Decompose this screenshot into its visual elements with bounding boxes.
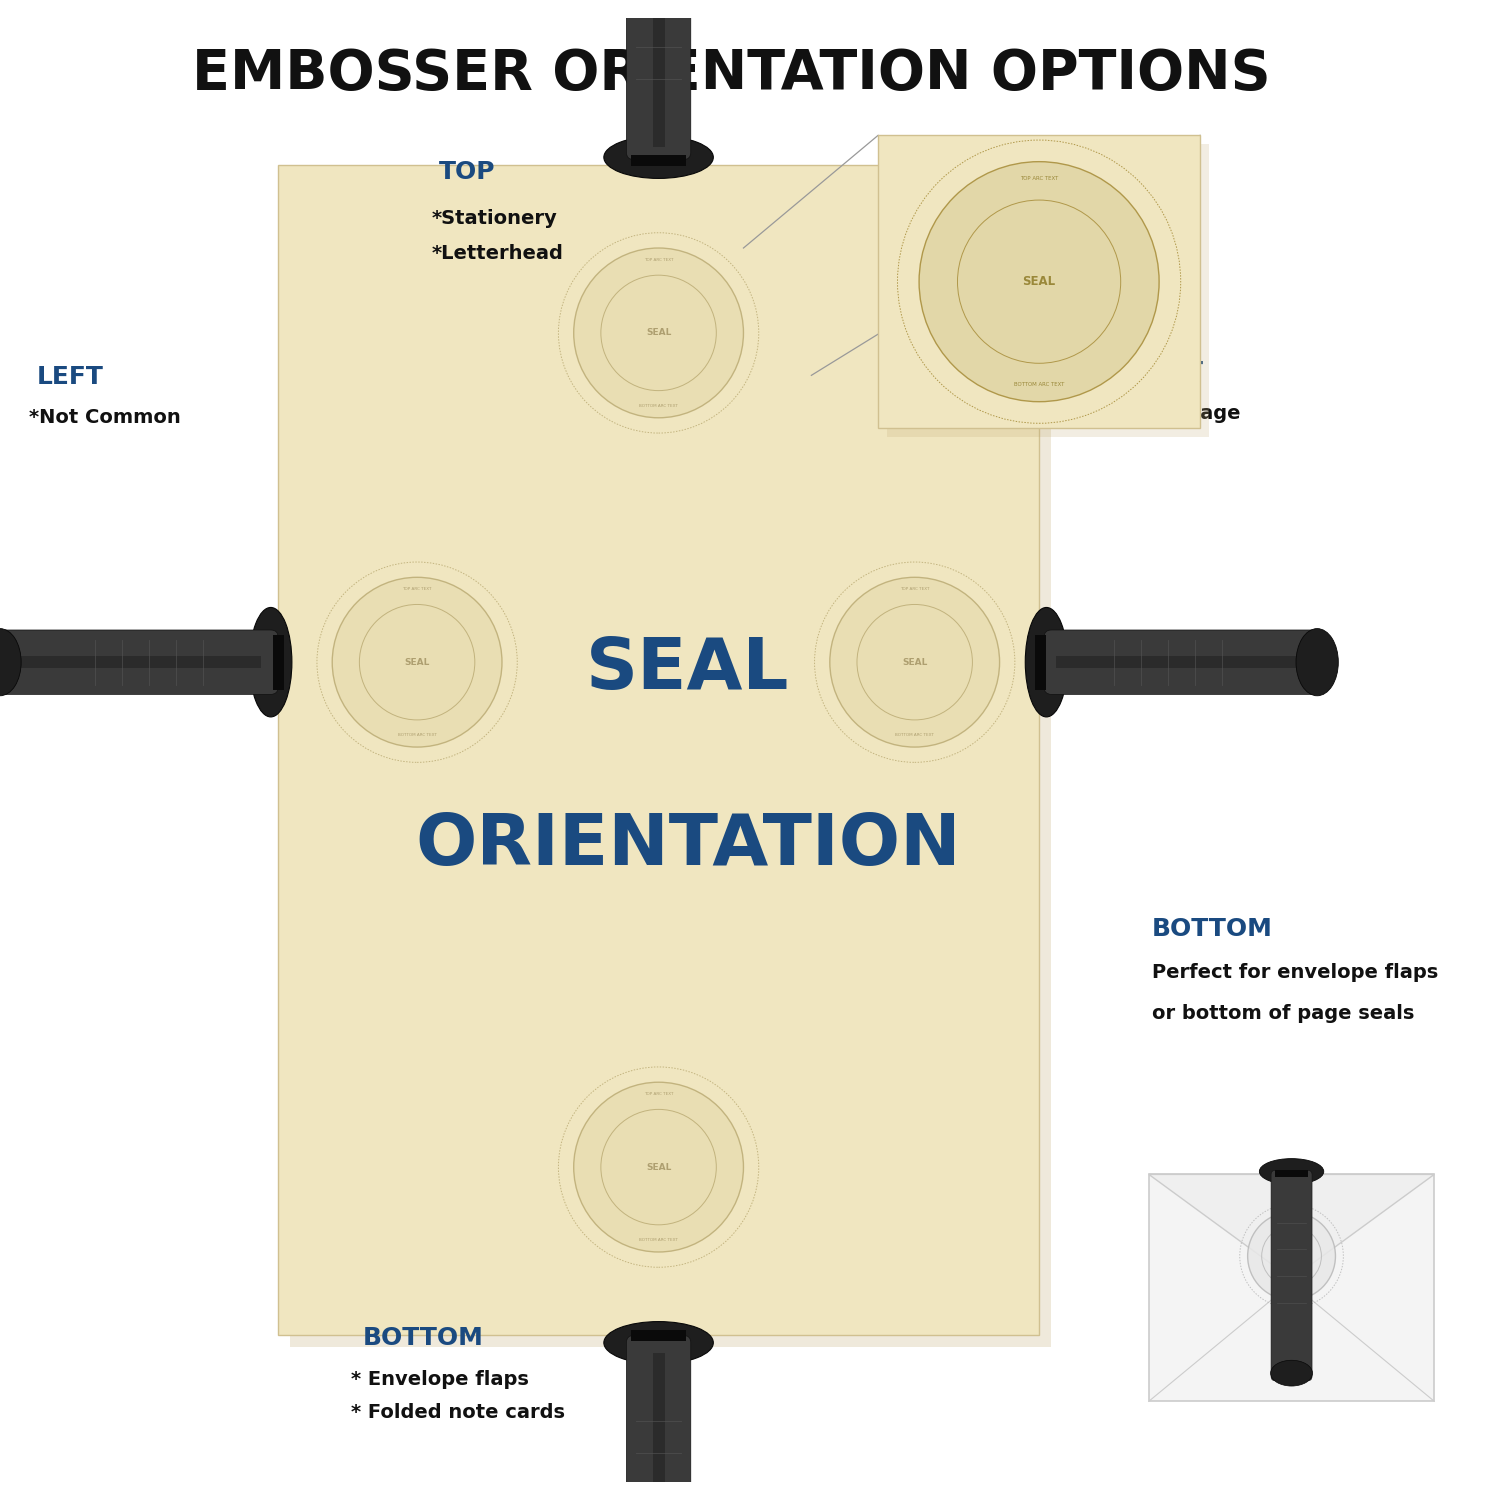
Text: RIGHT: RIGHT <box>1116 360 1203 384</box>
Text: SEAL: SEAL <box>646 328 672 338</box>
Ellipse shape <box>249 608 292 717</box>
Text: SEAL: SEAL <box>586 634 789 704</box>
Text: BOTTOM ARC TEXT: BOTTOM ARC TEXT <box>639 1238 678 1242</box>
Bar <box>1035 634 1047 690</box>
FancyBboxPatch shape <box>1149 1174 1434 1401</box>
Ellipse shape <box>1260 1158 1323 1185</box>
Text: * Envelope flaps: * Envelope flaps <box>351 1370 530 1389</box>
Text: TOP ARC TEXT: TOP ARC TEXT <box>644 1092 674 1096</box>
Text: *Letterhead: *Letterhead <box>432 244 564 264</box>
Text: TOP ARC TEXT: TOP ARC TEXT <box>402 586 432 591</box>
Ellipse shape <box>0 628 21 696</box>
Bar <box>1275 1170 1308 1178</box>
Text: SEAL: SEAL <box>902 657 927 666</box>
Ellipse shape <box>604 136 714 178</box>
Text: *Not Common: *Not Common <box>30 408 182 428</box>
Ellipse shape <box>1270 1360 1312 1386</box>
Text: TOP: TOP <box>440 160 495 184</box>
Polygon shape <box>1149 1174 1434 1280</box>
Ellipse shape <box>1296 628 1338 696</box>
Text: LEFT: LEFT <box>36 364 104 388</box>
Text: EMBOSSER ORIENTATION OPTIONS: EMBOSSER ORIENTATION OPTIONS <box>192 46 1270 100</box>
FancyBboxPatch shape <box>627 0 692 159</box>
Ellipse shape <box>1026 608 1068 717</box>
Text: BOTTOM ARC TEXT: BOTTOM ARC TEXT <box>896 734 934 736</box>
Bar <box>652 1353 664 1500</box>
Bar <box>10 656 261 668</box>
Bar <box>1056 656 1306 668</box>
Text: or bottom of page seals: or bottom of page seals <box>1152 1004 1414 1023</box>
Circle shape <box>920 162 1160 402</box>
Text: SEAL: SEAL <box>1023 274 1056 288</box>
Text: *Stationery: *Stationery <box>432 209 558 228</box>
Text: BOTTOM: BOTTOM <box>363 1326 484 1350</box>
Text: TOP ARC TEXT: TOP ARC TEXT <box>644 258 674 262</box>
Text: TOP ARC TEXT: TOP ARC TEXT <box>900 586 930 591</box>
Text: SEAL: SEAL <box>1284 1254 1299 1258</box>
FancyBboxPatch shape <box>278 165 1040 1335</box>
FancyBboxPatch shape <box>886 144 1209 436</box>
Circle shape <box>332 578 502 747</box>
Text: TOP ARC TEXT: TOP ARC TEXT <box>1020 176 1058 181</box>
FancyBboxPatch shape <box>0 630 278 694</box>
Text: BOTTOM ARC TEXT: BOTTOM ARC TEXT <box>1014 382 1065 387</box>
Text: BOTTOM ARC TEXT: BOTTOM ARC TEXT <box>639 404 678 408</box>
Circle shape <box>573 248 744 418</box>
Ellipse shape <box>604 1322 714 1364</box>
Text: SEAL: SEAL <box>405 657 430 666</box>
Text: BOTTOM ARC TEXT: BOTTOM ARC TEXT <box>398 734 436 736</box>
Text: BOTTOM: BOTTOM <box>1152 916 1272 940</box>
FancyBboxPatch shape <box>290 177 1052 1347</box>
Text: SEAL: SEAL <box>646 1162 672 1172</box>
FancyBboxPatch shape <box>878 135 1200 427</box>
Text: ORIENTATION: ORIENTATION <box>416 810 960 879</box>
FancyBboxPatch shape <box>1044 630 1324 694</box>
Bar <box>632 1330 686 1341</box>
Circle shape <box>573 1082 744 1252</box>
Bar <box>273 634 284 690</box>
Circle shape <box>1248 1212 1335 1300</box>
Text: * Book page: * Book page <box>1108 404 1240 423</box>
Text: Perfect for envelope flaps: Perfect for envelope flaps <box>1152 963 1438 982</box>
FancyBboxPatch shape <box>627 1335 692 1500</box>
Circle shape <box>830 578 999 747</box>
Bar <box>632 156 686 166</box>
Bar <box>652 0 664 147</box>
Text: * Folded note cards: * Folded note cards <box>351 1404 566 1422</box>
FancyBboxPatch shape <box>1270 1170 1312 1382</box>
